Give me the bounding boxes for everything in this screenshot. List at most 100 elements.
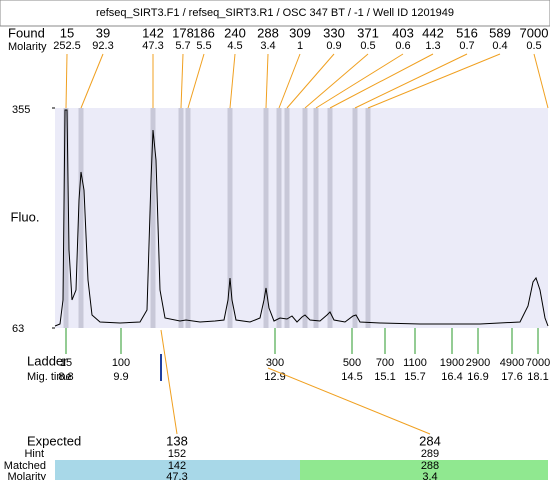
ladder-size: 1900: [440, 357, 464, 369]
matched-label: Matched: [4, 460, 46, 472]
found-molarity: 3.4: [260, 40, 275, 52]
peak-band: [276, 108, 282, 328]
found-size: 142: [142, 25, 164, 40]
expected-size: 138: [166, 433, 188, 448]
peak-band: [227, 108, 233, 328]
plot-area: [55, 108, 548, 328]
found-molarity: 47.3: [142, 40, 163, 52]
ladder-size: 15: [60, 357, 72, 369]
peak-band: [263, 108, 269, 328]
matched-band-1: [55, 460, 300, 480]
peak-band: [185, 108, 191, 328]
found-size: 240: [224, 25, 246, 40]
found-size: 371: [357, 25, 379, 40]
found-molarity: 0.4: [492, 40, 507, 52]
ladder-size: 7000: [526, 357, 550, 369]
mig-time: 12.9: [264, 371, 285, 383]
peak-connector: [265, 53, 269, 109]
found-size: 309: [289, 25, 311, 40]
mig-time: 16.4: [441, 371, 462, 383]
peak-band: [78, 108, 84, 328]
matched: 142: [168, 460, 186, 472]
molarity-label: Molarity: [8, 41, 47, 53]
peak-connector: [187, 53, 205, 109]
found-size: 186: [193, 25, 215, 40]
found-molarity: 4.5: [227, 40, 242, 52]
mig-time: 15.1: [374, 371, 395, 383]
peak-band: [63, 108, 69, 328]
found-label: Found: [8, 25, 45, 40]
peak-connector: [367, 53, 501, 109]
peak-connector: [65, 53, 68, 109]
ladder-label: Ladder: [27, 353, 68, 368]
trace: [54, 109, 549, 327]
mig-time: 16.9: [467, 371, 488, 383]
peak-connector: [315, 53, 404, 109]
peak-band: [365, 108, 371, 328]
found-molarity: 0.9: [326, 40, 341, 52]
found-molarity: 5.5: [196, 40, 211, 52]
found-molarity: 0.7: [459, 40, 474, 52]
found-size: 589: [489, 25, 511, 40]
peak-band: [302, 108, 308, 328]
ladder-size: 500: [343, 357, 361, 369]
found-molarity: 1: [297, 40, 303, 52]
ladder-size: 4900: [500, 357, 524, 369]
found-size: 178: [172, 25, 194, 40]
found-molarity: 5.7: [175, 40, 190, 52]
peak-connector: [286, 53, 335, 109]
y-tick-label: 63: [12, 323, 24, 335]
title-bar: [0, 0, 550, 27]
peak-band: [150, 108, 156, 328]
found-molarity: 0.5: [526, 40, 541, 52]
peak-band: [352, 108, 358, 328]
ladder-size: 300: [266, 357, 284, 369]
found-molarity: 0.6: [395, 40, 410, 52]
peak-connector: [278, 53, 301, 109]
exp-molarity-label: Molarity: [7, 471, 46, 480]
expected-label: Expected: [27, 433, 81, 448]
found-size: 288: [257, 25, 279, 40]
expected-molarity: 47.3: [166, 471, 187, 480]
ladder-size: 100: [112, 357, 130, 369]
y-axis-label: Fluo.: [11, 209, 40, 224]
found-molarity: 92.3: [92, 40, 113, 52]
matched-band-2: [300, 460, 548, 480]
peak-band: [178, 108, 184, 328]
hint: 152: [168, 448, 186, 460]
found-size: 15: [60, 25, 74, 40]
mig-time: 15.7: [404, 371, 425, 383]
mig-time: 17.6: [501, 371, 522, 383]
peak-connector: [229, 53, 236, 109]
mig-time: 9.9: [113, 371, 128, 383]
found-size: 330: [323, 25, 345, 40]
mig-time-label: Mig. time: [27, 371, 72, 383]
mig-time: 8.8: [58, 371, 73, 383]
title: refseq_SIRT3.F1 / refseq_SIRT3.R1 / OSC …: [96, 7, 454, 19]
peak-band: [313, 108, 319, 328]
expected-connector: [160, 329, 178, 435]
peak-connector: [533, 53, 549, 109]
peak-band: [284, 108, 290, 328]
mig-time: 14.5: [341, 371, 362, 383]
expected-connector: [267, 367, 431, 435]
peak-connector: [304, 53, 369, 109]
hint-label: Hint: [24, 448, 44, 460]
peak-connector: [180, 53, 184, 109]
found-size: 7000: [520, 25, 549, 40]
ladder-size: 2900: [466, 357, 490, 369]
expected-molarity: 3.4: [422, 471, 437, 480]
ladder-size: 700: [376, 357, 394, 369]
mig-time: 18.1: [527, 371, 548, 383]
peak-connector: [354, 53, 468, 109]
found-size: 39: [96, 25, 110, 40]
found-size: 442: [422, 25, 444, 40]
expected-size: 284: [419, 433, 441, 448]
peak-connector: [329, 53, 434, 109]
ladder-size: 1100: [403, 357, 427, 369]
found-molarity: 252.5: [53, 40, 81, 52]
found-size: 403: [392, 25, 414, 40]
found-molarity: 1.3: [425, 40, 440, 52]
y-tick-label: 355: [12, 104, 30, 116]
